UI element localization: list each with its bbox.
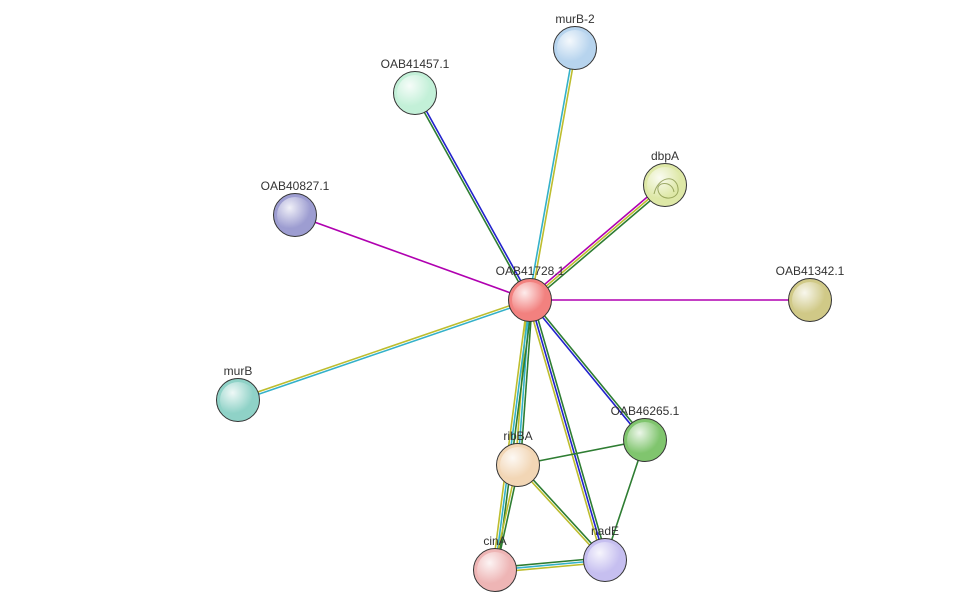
node-highlight [277, 197, 313, 233]
edge-center-murb-database [238, 301, 530, 401]
node-center[interactable] [508, 278, 552, 322]
edge-center-dbpa-textmining [530, 185, 665, 300]
node-highlight [557, 30, 593, 66]
node-highlight [587, 542, 623, 578]
edge-center-oab40827-experimental [295, 215, 530, 300]
node-cina[interactable] [473, 548, 517, 592]
edge-center-murb2-database [529, 48, 574, 300]
edge-center-oab41457-neighborhood [414, 94, 529, 301]
node-ribba[interactable] [496, 443, 540, 487]
node-highlight [512, 282, 548, 318]
node-murb2[interactable] [553, 26, 597, 70]
edge-center-murb-textmining [238, 299, 530, 399]
edge-center-cina-database [495, 300, 530, 570]
node-highlight [220, 382, 256, 418]
edge-center-nade-textmining [528, 301, 603, 561]
network-canvas: OAB41728.1murB-2OAB41457.1dbpAOAB40827.1… [0, 0, 975, 610]
node-oab40827[interactable] [273, 193, 317, 237]
node-highlight [792, 282, 828, 318]
node-dbpa[interactable] [643, 163, 687, 207]
node-highlight [477, 552, 513, 588]
node-highlight [627, 422, 663, 458]
node-highlight [500, 447, 536, 483]
node-oab41457[interactable] [393, 71, 437, 115]
node-oab46265[interactable] [623, 418, 667, 462]
node-nade[interactable] [583, 538, 627, 582]
node-murb[interactable] [216, 378, 260, 422]
edge-center-oab46265-cooccurrence [529, 301, 644, 441]
edge-center-oab41457-cooccurrence [416, 92, 531, 299]
node-oab41342[interactable] [788, 278, 832, 322]
node-highlight [397, 75, 433, 111]
structure-icon [646, 166, 686, 206]
